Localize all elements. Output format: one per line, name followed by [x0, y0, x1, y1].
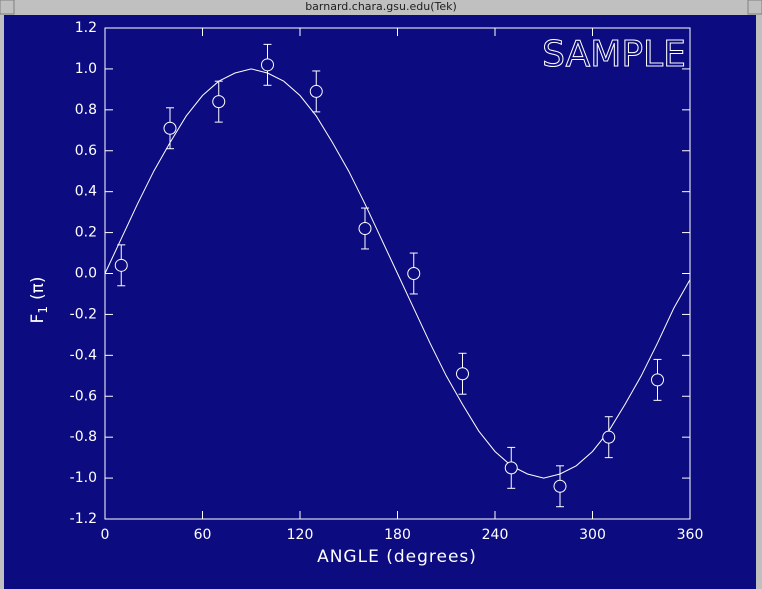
chart-title: SAMPLE — [542, 34, 686, 75]
x-tick-label: 120 — [287, 527, 314, 543]
window-menu-button[interactable] — [0, 0, 15, 15]
data-point — [309, 84, 323, 98]
y-tick-label: 1.2 — [75, 20, 97, 36]
data-point — [602, 430, 616, 444]
x-tick-label: 0 — [101, 527, 110, 543]
window-title: barnard.chara.gsu.edu(Tek) — [305, 0, 457, 13]
x-axis-label: ANGLE (degrees) — [317, 547, 477, 567]
data-point — [456, 367, 469, 381]
x-tick-label: 360 — [677, 527, 704, 543]
data-point — [504, 461, 518, 475]
y-tick-label: 0.0 — [75, 266, 97, 282]
data-point — [163, 121, 177, 135]
data-point — [114, 258, 128, 272]
x-tick-label: 300 — [579, 527, 606, 543]
y-tick-label: -1.0 — [70, 470, 97, 486]
data-point — [553, 479, 567, 493]
fit-curve — [104, 68, 691, 479]
data-point — [261, 58, 274, 72]
y-tick-label: -0.6 — [70, 388, 97, 404]
y-axis-label: F1 (π) — [28, 277, 50, 324]
y-tick-label: 0.2 — [75, 225, 97, 241]
y-tick-label: 0.6 — [75, 143, 97, 159]
y-tick-label: 0.4 — [75, 184, 97, 200]
data-point — [212, 95, 226, 109]
y-tick-label: -1.2 — [70, 511, 97, 527]
y-label-sub: 1 — [36, 306, 50, 314]
window-maximize-button[interactable] — [747, 0, 762, 15]
data-point — [358, 221, 372, 235]
x-tick-label: 180 — [384, 527, 411, 543]
y-tick-label: 0.8 — [75, 102, 97, 118]
y-tick-label: -0.4 — [70, 347, 97, 363]
y-tick-label: -0.2 — [70, 306, 97, 322]
y-tick-label: 1.0 — [75, 61, 97, 77]
x-tick-label: 240 — [482, 527, 509, 543]
y-label-main: F — [28, 314, 48, 324]
data-point — [407, 267, 421, 280]
data-point — [651, 373, 664, 387]
y-label-rest: (π) — [28, 277, 48, 301]
plot-background — [4, 15, 756, 589]
y-tick-label: -0.8 — [70, 429, 97, 445]
x-tick-label: 60 — [194, 527, 212, 543]
